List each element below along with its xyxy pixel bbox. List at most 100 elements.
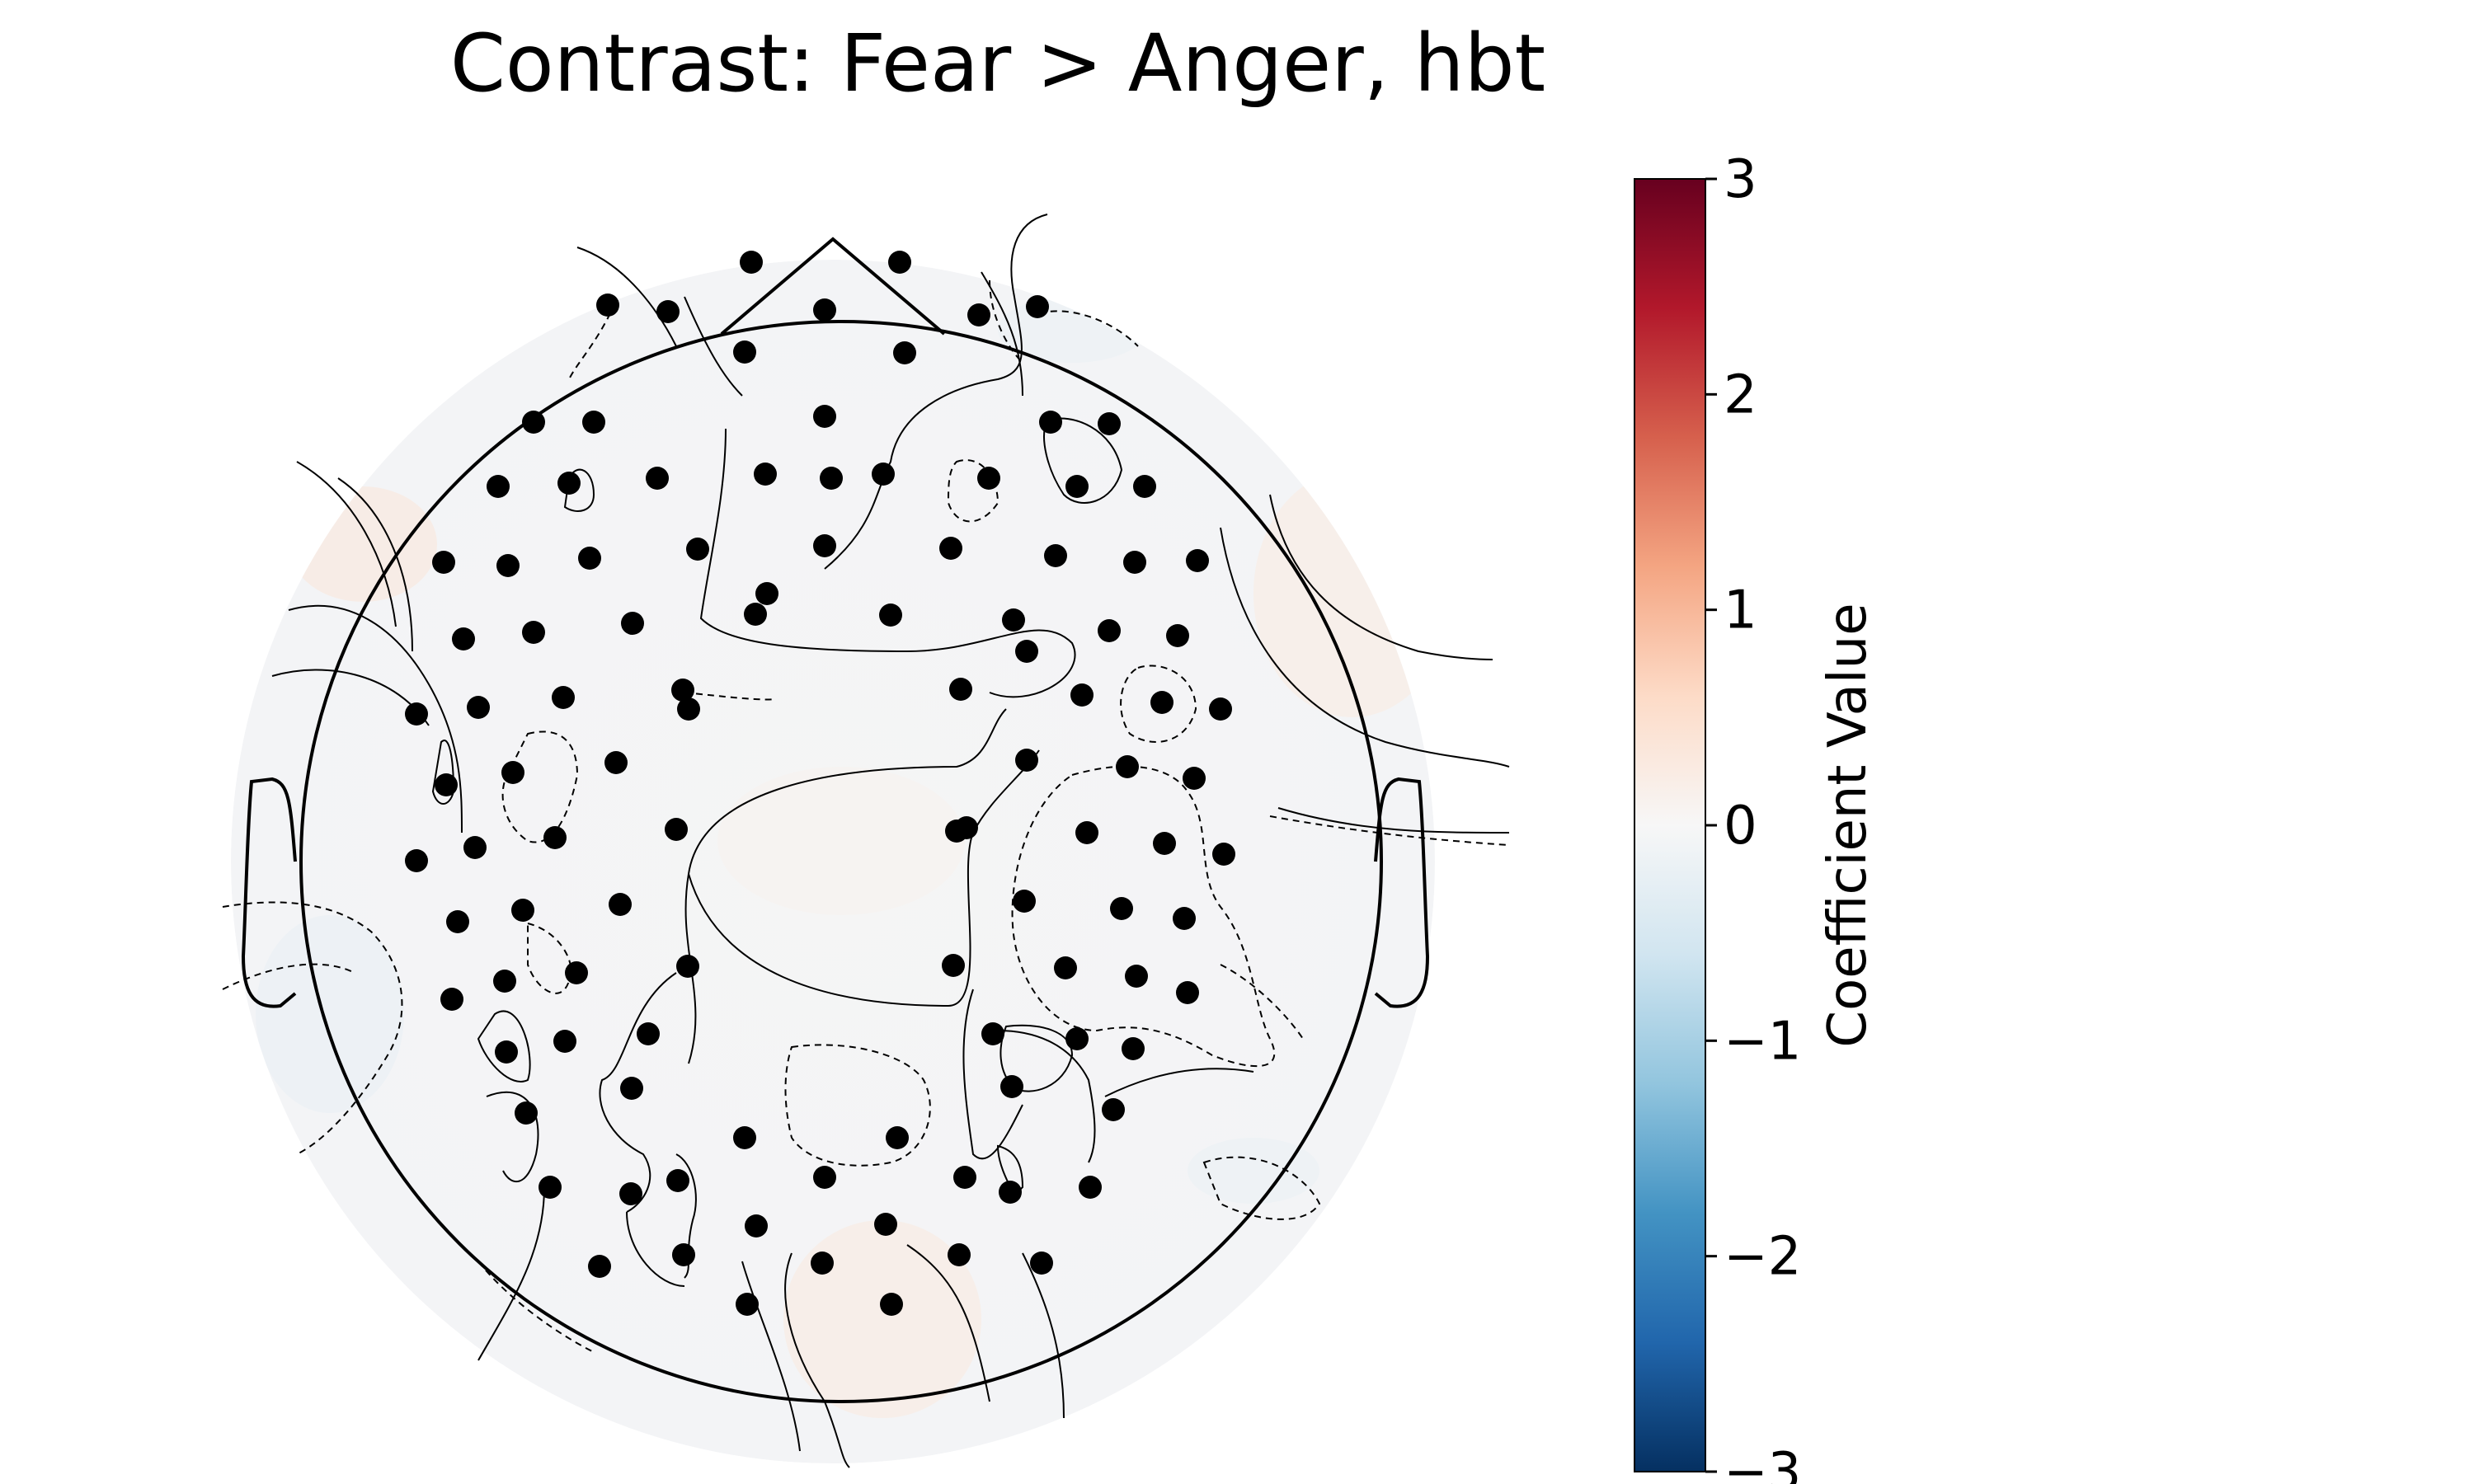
sensor-marker bbox=[665, 818, 688, 841]
sensor-marker bbox=[813, 298, 836, 322]
contour-solid bbox=[784, 1252, 850, 1468]
contour-dashed bbox=[527, 922, 572, 994]
contour-solid bbox=[684, 296, 743, 397]
sensor-marker bbox=[1212, 843, 1235, 866]
positive-patch bbox=[1253, 470, 1435, 717]
contour-dashed bbox=[1220, 964, 1304, 1040]
colorbar-tick-label: −1 bbox=[1724, 1011, 1801, 1072]
nose bbox=[720, 237, 946, 336]
contour-dashed bbox=[568, 312, 611, 380]
sensor-marker bbox=[1209, 697, 1232, 721]
sensor-marker bbox=[501, 761, 524, 784]
sensor-marker bbox=[1098, 412, 1121, 435]
sensor-marker bbox=[565, 961, 588, 984]
sensor-marker bbox=[487, 475, 510, 498]
sensor-marker bbox=[1110, 897, 1133, 920]
contour-solid bbox=[477, 1186, 545, 1361]
sensor-marker bbox=[893, 341, 916, 364]
sensor-marker bbox=[467, 696, 490, 719]
sensor-marker bbox=[671, 679, 694, 702]
sensor-marker bbox=[813, 534, 836, 557]
contour-solid bbox=[741, 1261, 801, 1452]
contour-solid bbox=[824, 214, 1048, 570]
sensor-marker bbox=[405, 702, 428, 726]
head-circle bbox=[299, 320, 1383, 1403]
sensor-marker bbox=[1133, 475, 1156, 498]
sensor-marker bbox=[666, 1169, 689, 1192]
sensor-marker bbox=[1122, 1037, 1145, 1060]
sensor-marker bbox=[522, 411, 545, 434]
sensor-marker bbox=[1153, 832, 1176, 855]
sensor-marker bbox=[1065, 1027, 1089, 1050]
contour-dashed bbox=[222, 901, 403, 1155]
sensor-marker bbox=[646, 467, 669, 490]
sensor-marker bbox=[755, 582, 778, 605]
contour-dashed bbox=[784, 1044, 931, 1167]
head-outline bbox=[241, 237, 1430, 1403]
positive-patch bbox=[289, 486, 437, 602]
contour-solid bbox=[1277, 807, 1510, 834]
sensor-marker bbox=[552, 686, 575, 709]
contour-solid bbox=[1022, 1252, 1065, 1419]
positive-patch bbox=[717, 767, 965, 915]
sensor-marker bbox=[1098, 619, 1121, 642]
sensor-marker bbox=[604, 751, 628, 774]
sensor-marker bbox=[999, 1181, 1022, 1204]
sensor-marker bbox=[1079, 1176, 1102, 1199]
sensor-marker bbox=[879, 603, 902, 627]
contour-solid bbox=[688, 749, 1040, 1007]
contour-solid bbox=[288, 604, 463, 834]
colorbar-ticks: 3 2 1 0 −1 −2 −3 bbox=[1705, 149, 1801, 1484]
sensor-marker bbox=[588, 1255, 611, 1278]
sensor-marker bbox=[953, 1166, 976, 1189]
sensor-marker bbox=[977, 467, 1000, 490]
sensor-marker bbox=[596, 294, 619, 317]
colorbar-label: Coefficient Value bbox=[1818, 603, 1879, 1047]
chart-title: Contrast: Fear > Anger, hbt bbox=[450, 17, 1545, 110]
sensor-marker bbox=[1044, 544, 1067, 567]
contour-dashed bbox=[989, 279, 1023, 364]
contour-solid bbox=[563, 468, 595, 512]
sensor-marker bbox=[493, 970, 516, 993]
sensor-marker bbox=[515, 1101, 538, 1125]
sensor-marker bbox=[813, 1166, 836, 1189]
sensor-marker bbox=[619, 1182, 642, 1205]
contour-dashed bbox=[947, 459, 999, 523]
contour-dashed bbox=[501, 730, 579, 843]
sensor-marker bbox=[672, 1243, 695, 1266]
sensor-marker bbox=[820, 467, 843, 490]
contour-solid bbox=[599, 972, 677, 1213]
contour-solid bbox=[1220, 527, 1510, 768]
sensor-marker bbox=[553, 1030, 576, 1053]
negative-patch bbox=[256, 915, 404, 1113]
sensor-marker bbox=[1054, 956, 1077, 979]
contour-solid bbox=[675, 1153, 697, 1279]
contour-solid bbox=[1104, 1068, 1254, 1097]
sensor-marker bbox=[888, 251, 911, 274]
colorbar-tick-label: 3 bbox=[1724, 149, 1757, 210]
sensor-marker bbox=[949, 678, 972, 701]
sensor-marker bbox=[1002, 608, 1025, 632]
sensor-marker bbox=[405, 849, 428, 872]
sensor-marker bbox=[872, 463, 895, 486]
sensor-marker bbox=[435, 773, 458, 796]
sensor-marker bbox=[948, 1243, 971, 1266]
contour-dashed bbox=[1120, 665, 1197, 743]
colorbar-tick-label: 0 bbox=[1724, 796, 1757, 857]
contour-dashed-lines bbox=[222, 279, 1510, 1353]
sensor-marker bbox=[496, 554, 520, 577]
sensor-marker bbox=[1070, 683, 1094, 707]
sensor-marker bbox=[942, 954, 965, 977]
positive-patch bbox=[783, 1220, 981, 1418]
sensor-marker bbox=[733, 340, 756, 364]
sensor-marker bbox=[1116, 755, 1139, 778]
sensor-marker bbox=[432, 551, 455, 574]
colorbar-tick-label: −3 bbox=[1724, 1442, 1801, 1484]
contour-solid bbox=[337, 477, 413, 652]
left-ear bbox=[241, 777, 297, 1008]
sensor-marker bbox=[945, 819, 968, 843]
sensor-marker bbox=[676, 955, 699, 978]
sensor-marker bbox=[582, 411, 605, 434]
contour-dashed bbox=[1269, 815, 1510, 846]
